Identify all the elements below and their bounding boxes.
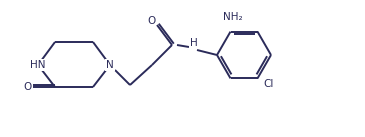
Text: O: O (23, 82, 31, 92)
Text: H: H (190, 38, 198, 48)
Text: O: O (147, 16, 155, 26)
Text: NH₂: NH₂ (223, 12, 242, 22)
Text: N: N (106, 60, 114, 70)
Text: HN: HN (30, 60, 46, 70)
Text: Cl: Cl (264, 79, 274, 89)
